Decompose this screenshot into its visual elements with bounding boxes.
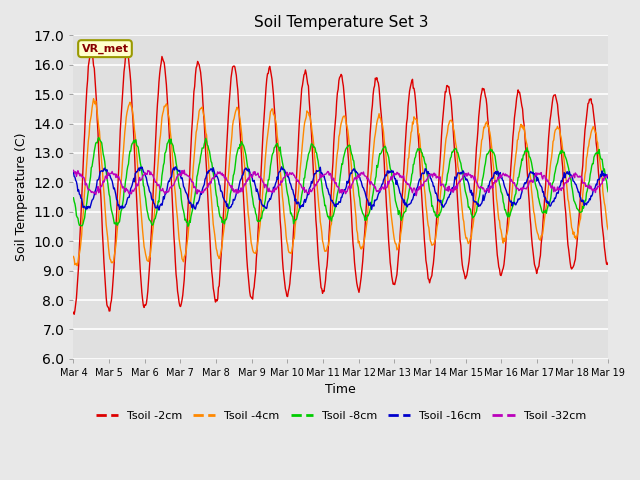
Tsoil -16cm: [278, 164, 285, 170]
Tsoil -2cm: [80, 145, 88, 151]
Line: Tsoil -32cm: Tsoil -32cm: [74, 170, 608, 196]
Tsoil -2cm: [604, 260, 612, 265]
Tsoil -16cm: [407, 200, 415, 206]
Tsoil -8cm: [604, 189, 612, 194]
Tsoil -32cm: [79, 174, 87, 180]
Legend: Tsoil -2cm, Tsoil -4cm, Tsoil -8cm, Tsoil -16cm, Tsoil -32cm: Tsoil -2cm, Tsoil -4cm, Tsoil -8cm, Tsoi…: [92, 407, 590, 425]
Tsoil -16cm: [134, 167, 142, 172]
Tsoil -2cm: [423, 262, 431, 268]
Tsoil -32cm: [134, 182, 142, 188]
Tsoil -8cm: [407, 179, 415, 184]
Tsoil -32cm: [412, 193, 420, 199]
Tsoil -4cm: [218, 241, 226, 247]
Tsoil -32cm: [406, 186, 414, 192]
Tsoil -32cm: [70, 168, 77, 173]
Tsoil -2cm: [70, 310, 77, 315]
Tsoil -2cm: [70, 312, 78, 317]
Tsoil -16cm: [604, 176, 612, 181]
Tsoil -16cm: [79, 204, 87, 210]
Tsoil -16cm: [155, 207, 163, 213]
Tsoil -4cm: [80, 199, 88, 204]
Text: VR_met: VR_met: [81, 44, 129, 54]
Tsoil -32cm: [180, 168, 188, 173]
Tsoil -8cm: [135, 150, 143, 156]
Tsoil -8cm: [218, 220, 226, 226]
Tsoil -4cm: [604, 227, 612, 232]
X-axis label: Time: Time: [325, 384, 356, 396]
Tsoil -2cm: [407, 81, 415, 87]
Tsoil -4cm: [407, 130, 415, 135]
Tsoil -32cm: [189, 180, 197, 185]
Line: Tsoil -16cm: Tsoil -16cm: [74, 167, 608, 210]
Tsoil -16cm: [70, 169, 77, 175]
Tsoil -4cm: [74, 263, 81, 269]
Line: Tsoil -8cm: Tsoil -8cm: [74, 138, 608, 226]
Line: Tsoil -2cm: Tsoil -2cm: [74, 50, 608, 314]
Tsoil -4cm: [190, 157, 198, 163]
Tsoil -32cm: [423, 177, 431, 182]
Tsoil -32cm: [218, 172, 225, 178]
Line: Tsoil -4cm: Tsoil -4cm: [74, 99, 608, 266]
Tsoil -2cm: [218, 238, 226, 243]
Y-axis label: Soil Temperature (C): Soil Temperature (C): [15, 133, 28, 262]
Tsoil -16cm: [218, 188, 225, 194]
Tsoil -8cm: [95, 135, 102, 141]
Tsoil -4cm: [423, 208, 431, 214]
Tsoil -8cm: [190, 199, 198, 204]
Tsoil -4cm: [70, 253, 77, 259]
Tsoil -16cm: [423, 168, 431, 174]
Title: Soil Temperature Set 3: Soil Temperature Set 3: [253, 15, 428, 30]
Tsoil -2cm: [190, 89, 198, 95]
Tsoil -16cm: [189, 202, 197, 207]
Tsoil -2cm: [86, 47, 94, 53]
Tsoil -8cm: [70, 195, 77, 201]
Tsoil -4cm: [90, 96, 97, 102]
Tsoil -32cm: [604, 172, 612, 178]
Tsoil -8cm: [423, 169, 431, 175]
Tsoil -2cm: [136, 257, 143, 263]
Tsoil -8cm: [79, 221, 87, 227]
Tsoil -4cm: [136, 191, 143, 196]
Tsoil -8cm: [184, 223, 192, 229]
